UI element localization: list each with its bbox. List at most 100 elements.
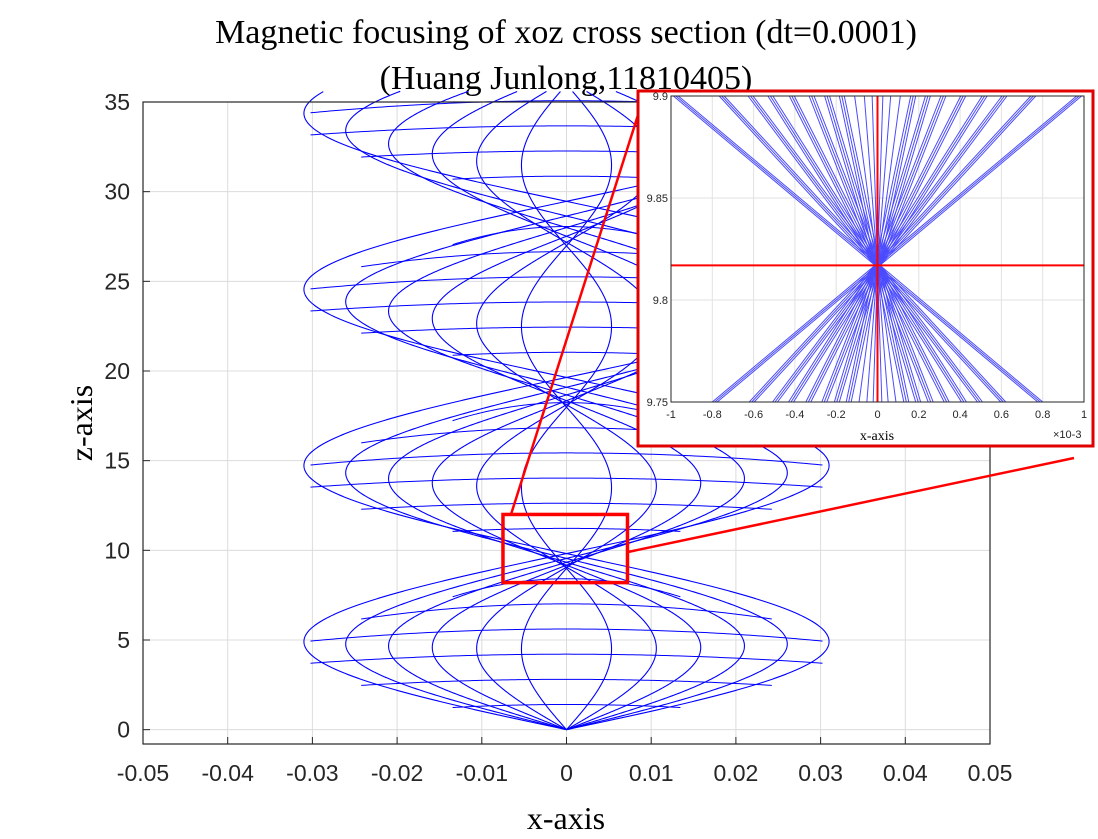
inset-plot-frame bbox=[670, 95, 1085, 403]
contour-line bbox=[566, 628, 823, 642]
contour-line bbox=[361, 427, 567, 444]
x-tick-label: -0.03 bbox=[286, 760, 338, 786]
contour-line bbox=[361, 502, 567, 510]
contour-line bbox=[361, 603, 567, 620]
y-tick-label: 10 bbox=[104, 537, 130, 563]
contour-line bbox=[310, 477, 567, 488]
inset-x-tick-label: 0.6 bbox=[994, 409, 1009, 421]
inset-trajectory-line bbox=[838, 95, 931, 403]
contour-line bbox=[310, 628, 567, 642]
inset-x-tick-label: 0 bbox=[874, 409, 880, 421]
inset-x-tick-label: -0.8 bbox=[703, 409, 722, 421]
inset-trajectory-line bbox=[788, 95, 945, 403]
chart-title: Magnetic focusing of xoz cross section (… bbox=[215, 14, 917, 51]
contour-line bbox=[452, 351, 567, 356]
contour-line bbox=[566, 653, 823, 664]
inset-trajectory-line bbox=[714, 95, 1080, 403]
inset-trajectory-line bbox=[747, 95, 978, 403]
contour-line bbox=[452, 175, 567, 180]
contour-line bbox=[361, 326, 567, 334]
y-tick-label: 30 bbox=[104, 179, 130, 205]
inset-x-tick-label: 0.2 bbox=[911, 409, 926, 421]
inset-x-tick-label: 1 bbox=[1081, 409, 1087, 421]
inset-y-tick-label: 9.85 bbox=[647, 193, 668, 205]
inset-trajectory-line bbox=[836, 95, 929, 403]
inset-x-tick-label: -1 bbox=[666, 409, 676, 421]
inset-trajectory-line bbox=[866, 95, 892, 403]
contour-line bbox=[566, 678, 772, 686]
inset-trajectory-lines bbox=[671, 95, 1084, 403]
inset-trajectory-line bbox=[826, 95, 947, 403]
inset-trajectory-line bbox=[826, 95, 919, 403]
x-axis-label: x-axis bbox=[527, 800, 605, 836]
contour-line bbox=[310, 100, 567, 114]
y-tick-label: 35 bbox=[104, 89, 130, 115]
main-ticks: -0.05 -0.04 -0.03 -0.02 -0.01 0 0.01 0.02 0.03 0.… bbox=[104, 89, 1012, 786]
trajectory-line bbox=[345, 90, 788, 731]
contour-line bbox=[566, 502, 772, 510]
trajectory-line bbox=[520, 91, 613, 731]
x-tick-label: 0.02 bbox=[714, 760, 759, 786]
y-tick-label: 25 bbox=[104, 268, 130, 294]
contour-line bbox=[361, 678, 567, 686]
inset-trajectory-line bbox=[807, 95, 964, 403]
inset-trajectory-line bbox=[824, 95, 917, 403]
contour-line bbox=[452, 527, 567, 532]
inset-trajectory-line bbox=[850, 95, 917, 403]
y-axis-label: z-axis bbox=[63, 385, 99, 461]
inset-trajectory-line bbox=[791, 95, 948, 403]
inset-trajectory-line bbox=[810, 95, 967, 403]
contour-line bbox=[452, 226, 567, 246]
x-tick-label: 0 bbox=[560, 760, 573, 786]
contour-line bbox=[361, 251, 567, 268]
x-tick-label: -0.04 bbox=[201, 760, 254, 786]
inset-trajectory-line bbox=[793, 95, 988, 403]
inset-x-tick-label: -0.6 bbox=[744, 409, 763, 421]
trajectory-line bbox=[431, 91, 702, 731]
contour-line bbox=[566, 452, 823, 466]
y-tick-label: 15 bbox=[104, 448, 130, 474]
zoom-highlight bbox=[501, 114, 1075, 585]
inset-y-tick-label: 9.8 bbox=[653, 295, 668, 307]
trajectory-line bbox=[303, 91, 830, 731]
trajectory-line bbox=[388, 90, 745, 731]
inset-trajectory-line bbox=[854, 95, 897, 403]
x-tick-label: -0.05 bbox=[117, 760, 169, 786]
inset-y-tick-label: 9.9 bbox=[653, 91, 668, 103]
trajectory-line bbox=[476, 90, 657, 731]
connector-line bbox=[509, 114, 640, 515]
inset-trajectory-line bbox=[841, 95, 907, 403]
contour-line bbox=[566, 477, 823, 488]
x-tick-label: 0.03 bbox=[798, 760, 843, 786]
inset-trajectory-line bbox=[767, 95, 962, 403]
contour-line bbox=[361, 150, 567, 158]
connector-line bbox=[627, 456, 1075, 554]
inset-x-tick-label: 0.4 bbox=[952, 409, 967, 421]
zoom-inset: -1 -0.8 -0.6 -0.4 -0.2 0 0.2 0.4 0.6 0.8 1 9.75 9.8 9… bbox=[636, 89, 1095, 448]
x-tick-label: 0.05 bbox=[968, 760, 1013, 786]
inset-trajectory-line bbox=[838, 95, 905, 403]
contour-line bbox=[310, 301, 567, 312]
inset-trajectory-line bbox=[777, 95, 1008, 403]
inset-trajectory-line bbox=[863, 95, 889, 403]
x-tick-label: -0.01 bbox=[456, 760, 508, 786]
inset-x-tick-label: -0.4 bbox=[785, 409, 804, 421]
inset-trajectory-line bbox=[808, 95, 929, 403]
contour-line bbox=[310, 125, 567, 136]
inset-x-multiplier: ×10-3 bbox=[1053, 429, 1081, 441]
inset-trajectory-line bbox=[848, 95, 914, 403]
x-tick-label: -0.02 bbox=[371, 760, 423, 786]
inset-trajectory-line bbox=[673, 95, 1039, 403]
contour-line bbox=[566, 704, 681, 709]
contour-line bbox=[310, 653, 567, 664]
y-tick-label: 20 bbox=[104, 358, 130, 384]
inset-trajectory-line bbox=[675, 95, 1041, 403]
inset-trajectory-line bbox=[753, 95, 1037, 403]
y-tick-label: 0 bbox=[117, 717, 130, 743]
contour-line bbox=[566, 603, 772, 620]
x-tick-label: 0.04 bbox=[883, 760, 928, 786]
inset-trajectory-line bbox=[716, 95, 1082, 403]
inset-ticks: -1 -0.8 -0.6 -0.4 -0.2 0 0.2 0.4 0.6 0.8 1 9.75 9.8 9… bbox=[647, 91, 1087, 421]
inset-x-axis-label: x-axis bbox=[860, 429, 894, 444]
